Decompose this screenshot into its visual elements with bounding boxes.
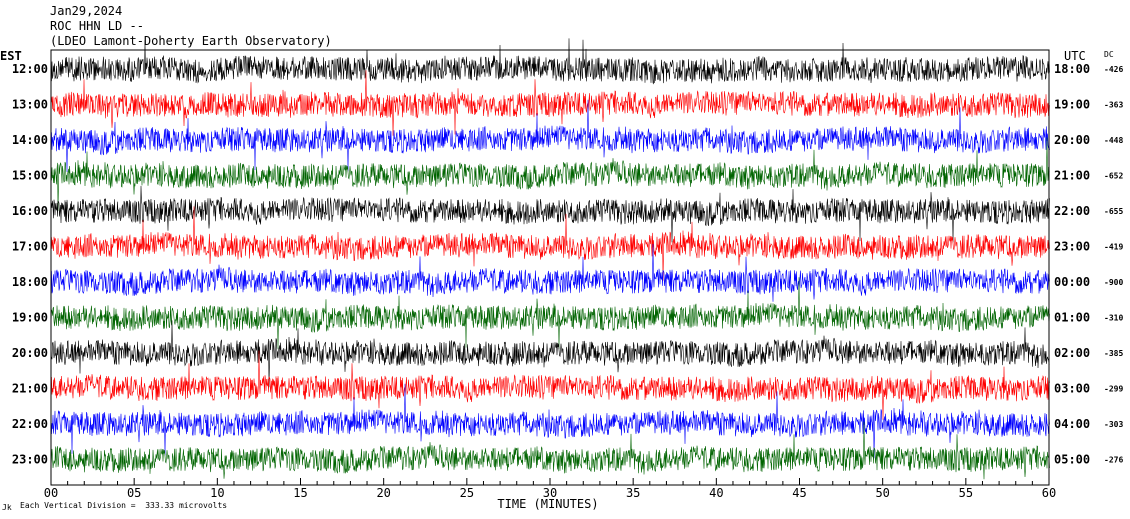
row-label-utc: 01:00 bbox=[1054, 311, 1090, 325]
dc-offset-label: -385 bbox=[1104, 349, 1123, 358]
dc-offset-label: -426 bbox=[1104, 65, 1123, 74]
row-label-utc: 00:00 bbox=[1054, 275, 1090, 289]
dc-offset-label: -310 bbox=[1104, 314, 1123, 323]
seismic-traces bbox=[50, 38, 1050, 480]
trace-row-8 bbox=[50, 277, 1050, 349]
row-label-est: 18:00 bbox=[12, 275, 48, 289]
x-tick-label: 60 bbox=[1042, 486, 1056, 500]
row-label-utc: 22:00 bbox=[1054, 204, 1090, 218]
row-label-utc: 05:00 bbox=[1054, 453, 1090, 467]
row-label-utc: 02:00 bbox=[1054, 346, 1090, 360]
row-label-utc: 19:00 bbox=[1054, 98, 1090, 112]
x-tick-label: 30 bbox=[543, 486, 557, 500]
x-axis-ticks: 00 05 10 15 20 25 30 35 40 45 50 55 60 bbox=[44, 478, 1056, 500]
dc-offset-label: -448 bbox=[1104, 136, 1123, 145]
row-label-utc: 23:00 bbox=[1054, 240, 1090, 254]
row-label-utc: 21:00 bbox=[1054, 169, 1090, 183]
x-tick-label: 55 bbox=[959, 486, 973, 500]
left-timezone-label: EST bbox=[0, 49, 22, 63]
trace-row-12 bbox=[50, 421, 1050, 480]
dc-offset-label: -276 bbox=[1104, 456, 1123, 465]
row-label-est: 14:00 bbox=[12, 133, 48, 147]
dc-offset-label: -652 bbox=[1104, 172, 1123, 181]
trace-row-11 bbox=[50, 383, 1050, 459]
trace-row-9 bbox=[50, 320, 1050, 388]
row-label-est: 13:00 bbox=[12, 98, 48, 112]
dc-offset-label: -303 bbox=[1104, 420, 1123, 429]
dc-offset-label: -299 bbox=[1104, 385, 1123, 394]
trace-row-7 bbox=[50, 243, 1050, 302]
corner-mark: Jk bbox=[2, 503, 12, 512]
row-label-est: 12:00 bbox=[12, 62, 48, 76]
row-label-est: 15:00 bbox=[12, 169, 48, 183]
dc-header-label: DC bbox=[1104, 50, 1114, 59]
x-tick-label: 40 bbox=[709, 486, 723, 500]
x-tick-label: 50 bbox=[875, 486, 889, 500]
x-tick-label: 20 bbox=[376, 486, 390, 500]
row-label-est: 21:00 bbox=[12, 382, 48, 396]
row-label-est: 17:00 bbox=[12, 240, 48, 254]
row-label-est: 16:00 bbox=[12, 204, 48, 218]
trace-row-1 bbox=[50, 38, 1050, 85]
row-label-est: 20:00 bbox=[12, 346, 48, 360]
dc-offset-label: -655 bbox=[1104, 207, 1123, 216]
x-tick-label: 10 bbox=[210, 486, 224, 500]
x-tick-label: 25 bbox=[460, 486, 474, 500]
row-label-est: 22:00 bbox=[12, 417, 48, 431]
trace-row-2 bbox=[50, 70, 1050, 136]
x-tick-label: 15 bbox=[293, 486, 307, 500]
dc-offset-label: -419 bbox=[1104, 243, 1123, 252]
header-source: (LDEO Lamont-Doherty Earth Observatory) bbox=[50, 34, 332, 48]
row-label-utc: 03:00 bbox=[1054, 382, 1090, 396]
scale-note: Each Vertical Division = 333.33 microvol… bbox=[20, 501, 228, 510]
trace-row-6 bbox=[50, 206, 1050, 281]
row-label-est: 19:00 bbox=[12, 311, 48, 325]
row-label-est: 23:00 bbox=[12, 453, 48, 467]
dc-offset-label: -363 bbox=[1104, 101, 1123, 110]
row-label-utc: 18:00 bbox=[1054, 62, 1090, 76]
x-tick-label: 35 bbox=[626, 486, 640, 500]
x-tick-label: 00 bbox=[44, 486, 58, 500]
x-axis-title: TIME (MINUTES) bbox=[497, 497, 598, 511]
row-labels: 12:00 18:00 -426 13:00 19:00 -363 14:00 20:00 -4… bbox=[12, 62, 1124, 467]
trace-row-4 bbox=[50, 137, 1050, 212]
row-label-utc: 04:00 bbox=[1054, 417, 1090, 431]
row-label-utc: 20:00 bbox=[1054, 133, 1090, 147]
right-timezone-label: UTC bbox=[1064, 49, 1086, 63]
trace-row-5 bbox=[50, 185, 1050, 243]
trace-row-3 bbox=[50, 99, 1050, 172]
x-tick-label: 05 bbox=[127, 486, 141, 500]
header-date: Jan29,2024 bbox=[50, 4, 123, 18]
x-tick-label: 45 bbox=[792, 486, 806, 500]
dc-offset-label: -900 bbox=[1104, 278, 1123, 287]
header-station: ROC HHN LD -- bbox=[50, 19, 144, 33]
trace-row-10 bbox=[50, 350, 1050, 420]
